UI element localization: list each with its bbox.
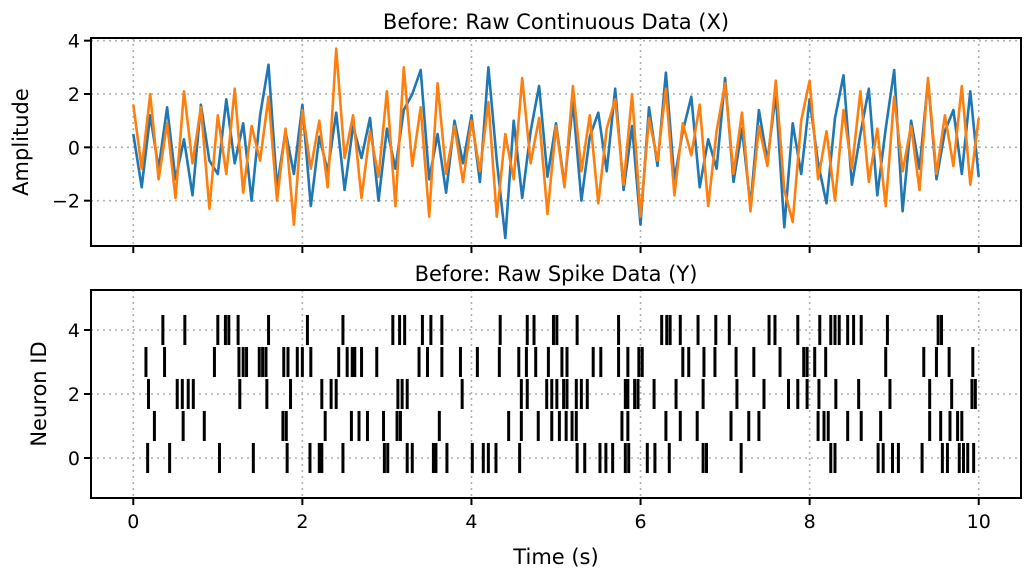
bottom-y-tick-label: 0: [68, 448, 80, 470]
top-y-axis-label: Amplitude: [9, 88, 33, 196]
x-axis-label: Time (s): [512, 545, 598, 569]
top-y-tick-label: 4: [68, 31, 80, 53]
bottom-x-tick-label: 0: [127, 511, 139, 533]
bottom-x-tick-label: 4: [465, 511, 477, 533]
bottom-x-tick-label: 10: [967, 511, 991, 533]
bottom-plot-area: [144, 314, 977, 474]
top-plot-area: [132, 47, 980, 240]
top-y-tick-label: −2: [52, 191, 80, 213]
bottom-chart-title: Before: Raw Spike Data (Y): [415, 262, 698, 286]
top-axes: 4 2 0 −2: [52, 31, 1022, 253]
bottom-x-tick-label: 8: [804, 511, 816, 533]
series-line-2: [132, 47, 980, 226]
top-y-tick-label: 0: [68, 137, 80, 159]
bottom-x-tick-label: 2: [296, 511, 308, 533]
top-y-tick-label: 2: [68, 84, 80, 106]
top-chart-title: Before: Raw Continuous Data (X): [383, 10, 729, 34]
bottom-y-tick-label: 2: [68, 384, 80, 406]
bottom-y-tick-label: 4: [68, 320, 80, 342]
top-axes-frame: [90, 37, 1022, 247]
bottom-axes: 0 2 4 6 8 10 4 2 0: [68, 289, 1022, 533]
bottom-y-axis-label: Neuron ID: [27, 341, 51, 446]
series-line-1: [132, 63, 980, 240]
bottom-x-tick-label: 6: [634, 511, 646, 533]
